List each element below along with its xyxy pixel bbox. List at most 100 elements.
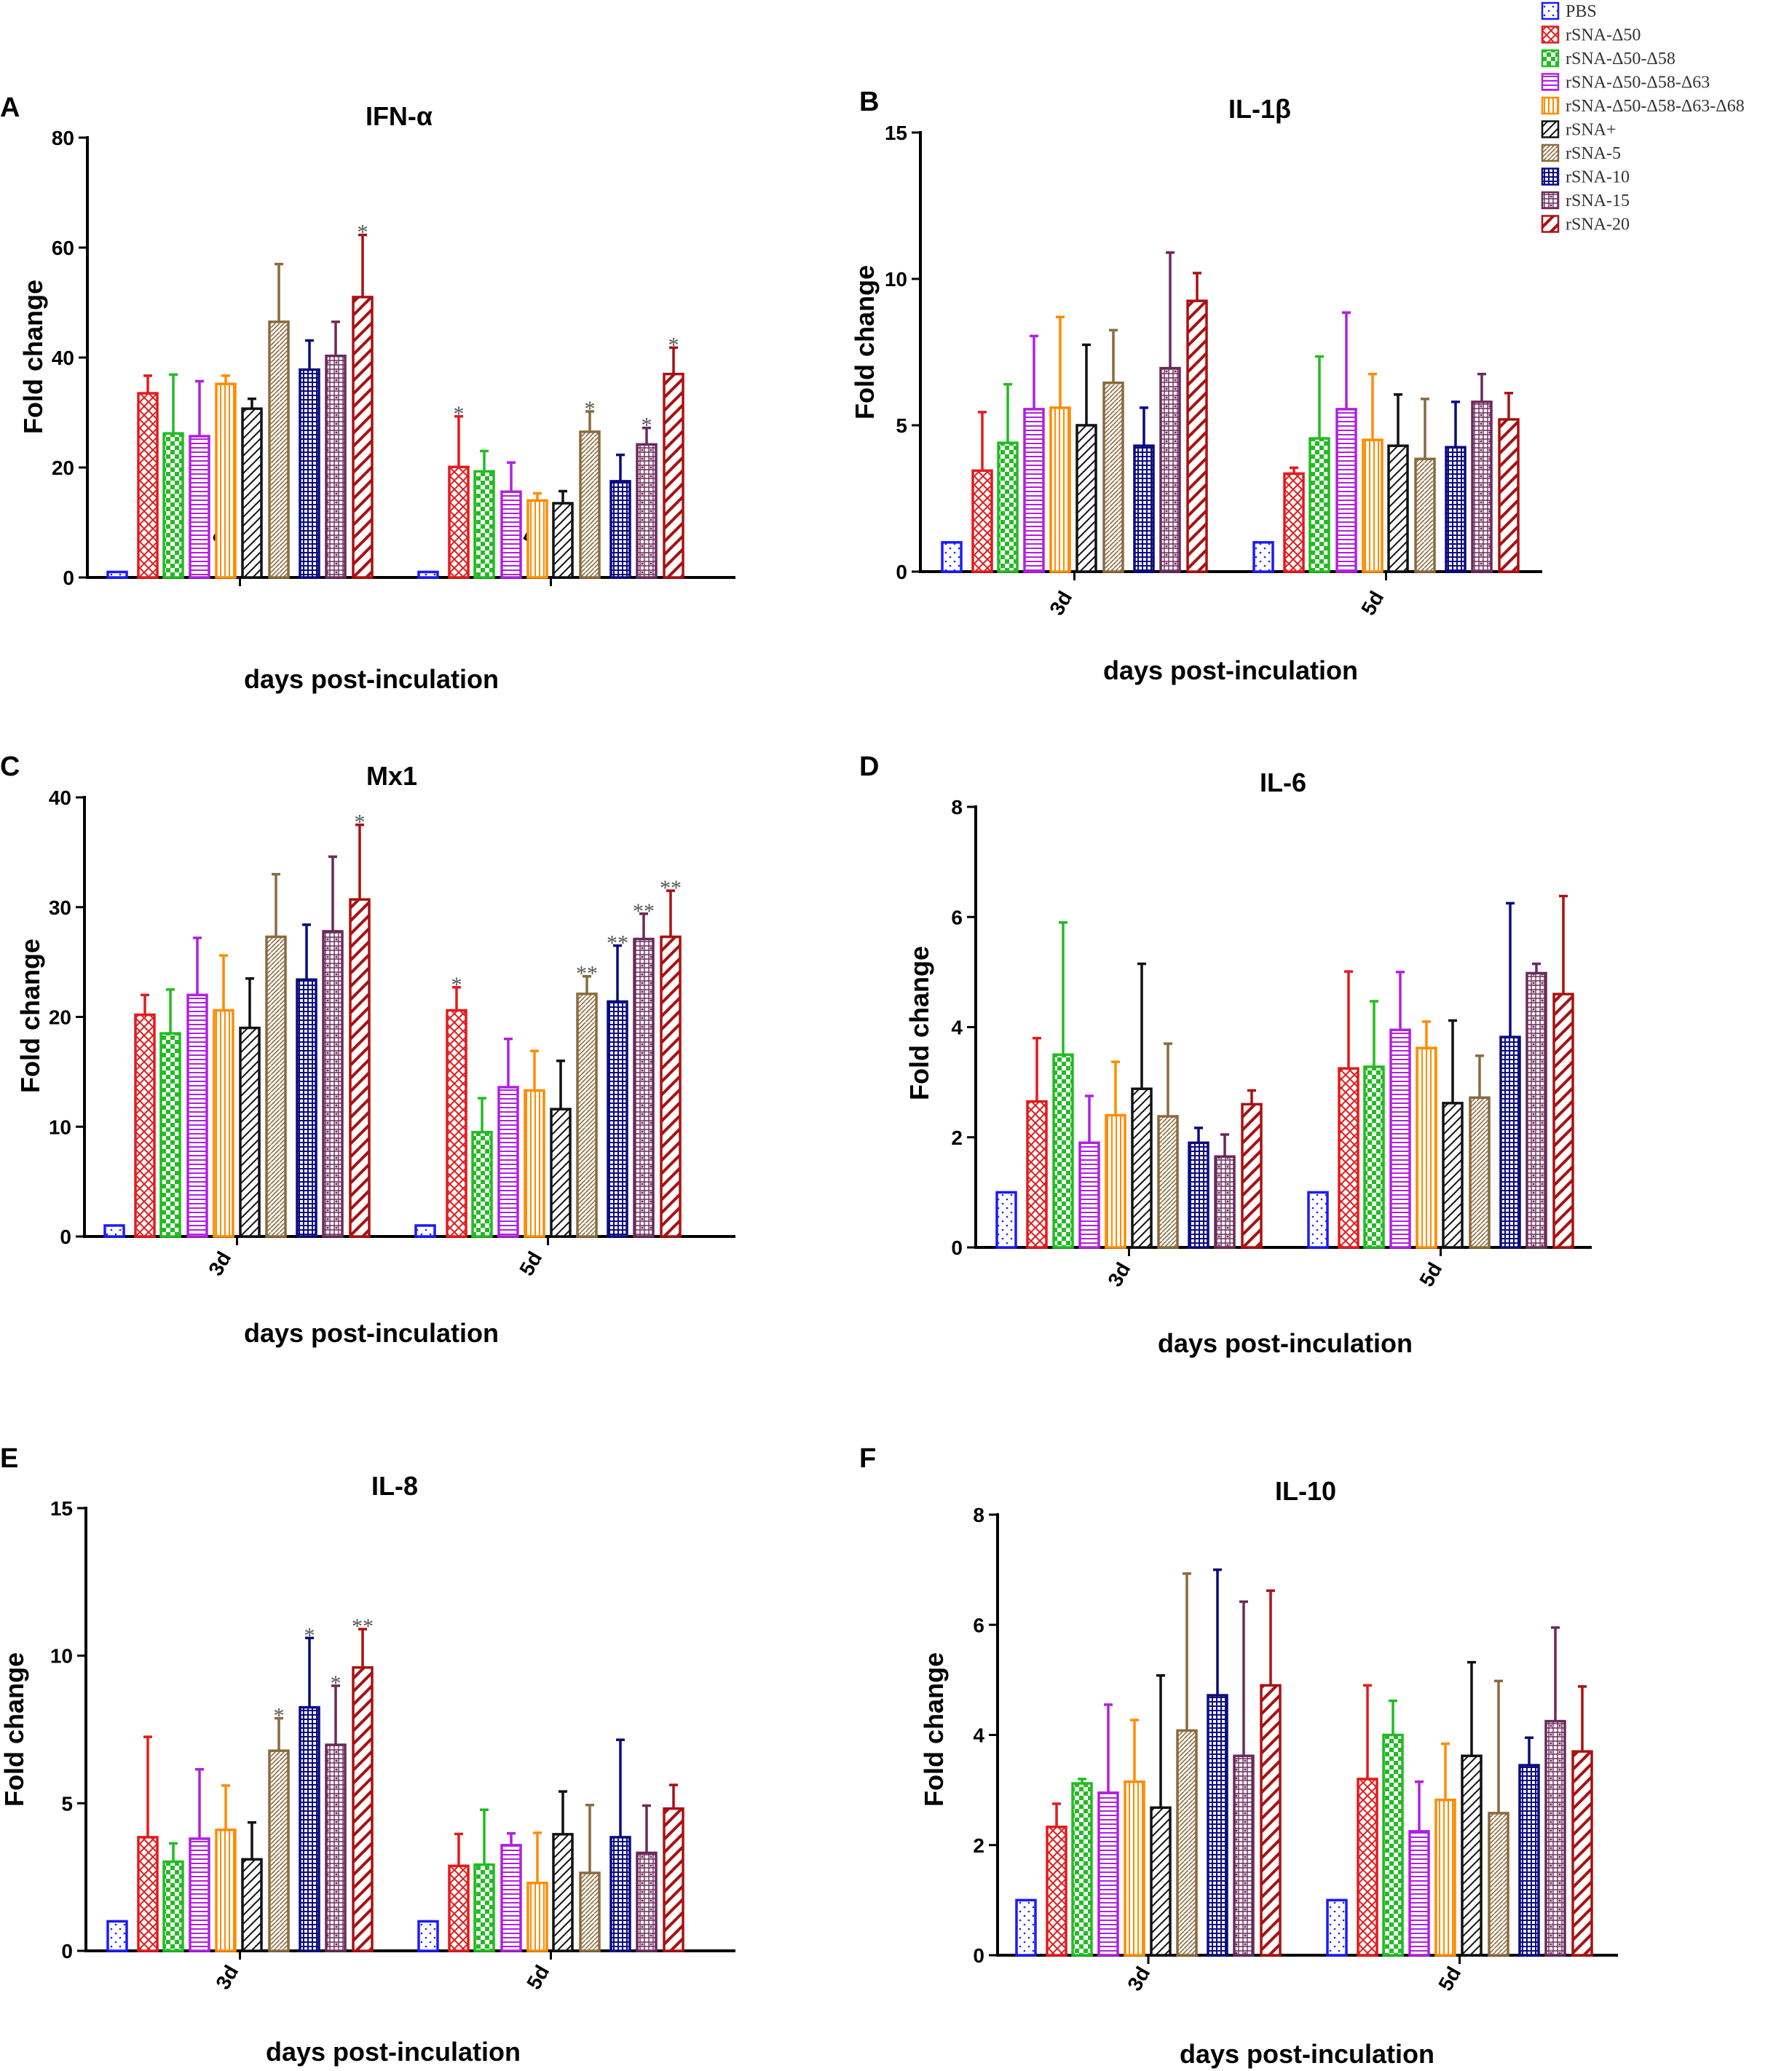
y-tick-label: 40: [52, 347, 74, 369]
significance-rsna-d50-5d: *: [451, 973, 462, 997]
bar-rsna-5-5d: [1469, 1096, 1491, 1249]
x-tick-label-3d: 3d: [1045, 587, 1076, 619]
y-tick-label: 20: [52, 457, 74, 479]
chart-title: IL-1β: [1228, 94, 1291, 124]
legend-label-rsna-d50-d58: rSNA-Δ50-Δ58: [1566, 50, 1675, 68]
bar-rsna-10-5d: [609, 480, 631, 579]
bar-rsna-d50-d58-d63-5d: [1335, 408, 1357, 573]
panel-letter: B: [859, 87, 879, 117]
significance-rsna-5-3d: *: [274, 1704, 285, 1728]
bar-rsna-20-5d: [1552, 993, 1574, 1249]
legend-label-rsnaplus: rSNA+: [1566, 121, 1617, 140]
bar-rsna-d50-d58-d63-5d: [1389, 1028, 1411, 1249]
y-tick-label: 6: [973, 1614, 984, 1636]
bar-rsna-d50-d58-3d: [1052, 1053, 1074, 1249]
bar-rsna-d50-d58-5d: [473, 1863, 495, 1952]
chart-panel-a: A IFN-α Fold change days post-inculation 0 20…: [0, 92, 735, 694]
bar-rsna-d50-d58-d63-d68-3d: [1105, 1113, 1126, 1249]
bar-rsnaplus-5d: [1387, 444, 1409, 573]
bar-rsnaplus-5d: [552, 502, 574, 579]
bar-rsna-10-3d: [1133, 444, 1155, 573]
panel-letter: A: [0, 92, 20, 123]
bar-rsna-d50-5d: [1338, 1067, 1359, 1249]
bar-rsna-d50-d58-d63-3d: [1097, 1791, 1119, 1957]
bar-rsna-d50-5d: [446, 1009, 467, 1238]
y-tick-label: 0: [61, 1940, 73, 1962]
bar-pbs-5d: [417, 1920, 439, 1952]
bar-rsnaplus-3d: [1150, 1806, 1172, 1957]
bar-rsna-5-3d: [1176, 1729, 1198, 1957]
x-axis-label: days post-inculation: [244, 664, 499, 694]
bar-rsna-d50-d58-d63-d68-3d: [215, 1829, 237, 1952]
bar-rsna-20-3d: [349, 898, 371, 1238]
significance-rsna-5-5d: *: [585, 397, 596, 421]
y-axis-label: Fold change: [919, 1652, 949, 1807]
bar-rsnaplus-3d: [1075, 424, 1097, 573]
bar-pbs-3d: [1015, 1898, 1037, 1957]
bar-rsna-10-3d: [299, 368, 320, 579]
bar-rsna-15-3d: [1159, 366, 1181, 573]
bar-rsna-15-3d: [322, 930, 344, 1238]
bar-rsna-20-5d: [1498, 418, 1520, 573]
y-tick-label: 2: [973, 1834, 984, 1857]
bar-rsna-15-3d: [325, 1743, 347, 1952]
significance-rsna-10-3d: *: [304, 1623, 315, 1647]
bar-rsna-10-5d: [609, 1836, 631, 1952]
bar-rsna-10-5d: [1445, 446, 1467, 573]
x-tick-label-5d: 5d: [522, 1961, 553, 1993]
y-tick-label: 60: [52, 237, 74, 259]
bar-rsna-15-3d: [1233, 1754, 1255, 1957]
x-tick-label-5d: 5d: [1434, 1962, 1465, 1995]
bar-rsna-20-3d: [1186, 299, 1208, 573]
panel-letter: D: [859, 752, 879, 782]
bar-rsna-d50-d58-d63-d68-5d: [1434, 1798, 1456, 1957]
y-tick-label: 4: [973, 1724, 984, 1747]
chart-panel-f: F IL-10 Fold change days post-inculation 0 2 4…: [859, 1443, 1618, 2069]
legend-label-rsna-20: rSNA-20: [1566, 216, 1630, 234]
legend-label-rsna-d50-d58-d63-d68: rSNA-Δ50-Δ58-Δ63-Δ68: [1566, 97, 1745, 116]
legend-swatch-rsna-d50-d58-d63: [1541, 73, 1560, 91]
bar-rsna-d50-d58-3d: [159, 1032, 181, 1238]
significance-rsna-20-3d: **: [352, 1614, 374, 1638]
x-tick-label-5d: 5d: [515, 1247, 546, 1279]
bar-rsna-d50-d58-d63-3d: [1078, 1141, 1100, 1249]
significance-rsna-15-5d: *: [642, 414, 652, 438]
x-tick-label-3d: 3d: [204, 1247, 235, 1279]
y-axis-label: Fold change: [850, 265, 880, 419]
panel-letter: E: [0, 1443, 18, 1474]
bar-rsna-d50-3d: [971, 469, 993, 573]
bar-pbs-3d: [941, 541, 963, 573]
legend-label-rsna-d50-d58-d63: rSNA-Δ50-Δ58-Δ63: [1566, 74, 1710, 92]
bar-rsna-20-3d: [352, 296, 374, 579]
bar-rsna-20-3d: [1241, 1102, 1263, 1249]
bar-rsna-d50-d58-d63-5d: [500, 1844, 522, 1952]
y-axis-label: Fold change: [0, 1652, 29, 1807]
bar-rsna-d50-d58-5d: [1309, 437, 1330, 573]
y-axis-label: Fold change: [15, 939, 45, 1093]
bar-rsna-d50-d58-3d: [997, 441, 1019, 573]
bar-rsnaplus-3d: [239, 1026, 261, 1238]
bar-rsna-d50-d58-3d: [1071, 1782, 1093, 1957]
bar-rsna-d50-5d: [448, 465, 470, 579]
y-tick-label: 10: [49, 1116, 71, 1138]
bar-rsna-20-5d: [663, 1807, 684, 1952]
bar-pbs-5d: [1252, 541, 1274, 573]
significance-rsna-5-5d: **: [576, 962, 598, 986]
x-axis-label: days post-inculation: [1158, 1328, 1413, 1358]
legend-swatch-rsna-d50: [1541, 25, 1560, 44]
y-tick-label: 10: [50, 1645, 73, 1668]
legend-swatch-rsna-d50-d58-d63-d68: [1541, 96, 1560, 115]
significance-rsna-10-5d: **: [607, 931, 628, 955]
bar-rsna-15-5d: [636, 443, 658, 579]
bar-rsna-10-3d: [296, 978, 317, 1238]
y-tick-label: 15: [885, 122, 907, 144]
bar-rsna-d50-d58-d63-d68-3d: [1124, 1780, 1145, 1957]
legend-label-rsna-d50: rSNA-Δ50: [1566, 26, 1641, 45]
x-axis-label: days post-inculation: [244, 1318, 499, 1348]
bar-rsna-15-5d: [636, 1851, 658, 1952]
bar-rsna-20-5d: [663, 372, 684, 579]
y-tick-label: 8: [951, 796, 963, 818]
bar-pbs-3d: [995, 1191, 1017, 1249]
bar-rsna-d50-d58-d63-5d: [497, 1086, 519, 1238]
legend-label-rsna-15: rSNA-15: [1566, 192, 1630, 210]
